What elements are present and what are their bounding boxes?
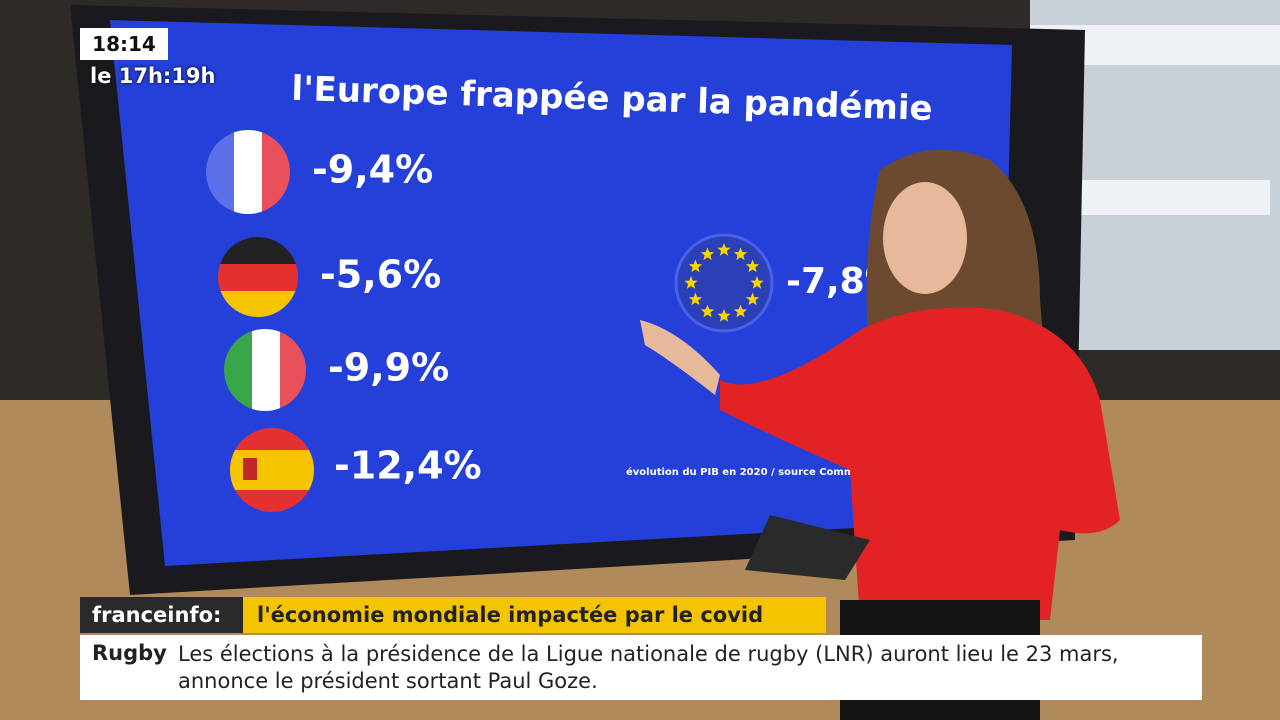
flag-france — [206, 130, 290, 214]
eu-star — [733, 247, 748, 261]
channel-label: franceinfo: — [80, 597, 243, 633]
headline: l'économie mondiale impactée par le covi… — [243, 597, 826, 633]
program-label: le 17h:19h — [90, 64, 216, 88]
eu-star — [717, 309, 731, 322]
eu-star — [700, 247, 715, 261]
gdp-value: -12,4% — [334, 444, 482, 488]
source-note: évolution du PIB en 2020 / source Commis… — [626, 466, 887, 478]
eu-star — [717, 243, 731, 256]
flag-eu — [674, 233, 774, 333]
presenter — [640, 149, 1120, 720]
eu-star — [688, 259, 703, 273]
ticker: Rugby Les élections à la présidence de l… — [80, 635, 1202, 700]
gdp-value: -9,9% — [328, 346, 449, 390]
gdp-value: -9,4% — [312, 148, 433, 192]
flag-spain — [230, 428, 314, 512]
clock: 18:14 — [80, 28, 168, 60]
eu-star — [700, 304, 715, 318]
eu-star — [733, 304, 748, 318]
eu-star — [750, 276, 764, 289]
eu-star — [684, 276, 698, 289]
eu-star — [688, 292, 703, 306]
light-panel — [1060, 180, 1270, 215]
ticker-text: Les élections à la présidence de la Ligu… — [178, 642, 1119, 693]
eu-star — [745, 259, 760, 273]
eu-star — [745, 292, 760, 306]
gdp-value: -5,6% — [320, 253, 441, 297]
ticker-tag: Rugby — [92, 641, 167, 665]
